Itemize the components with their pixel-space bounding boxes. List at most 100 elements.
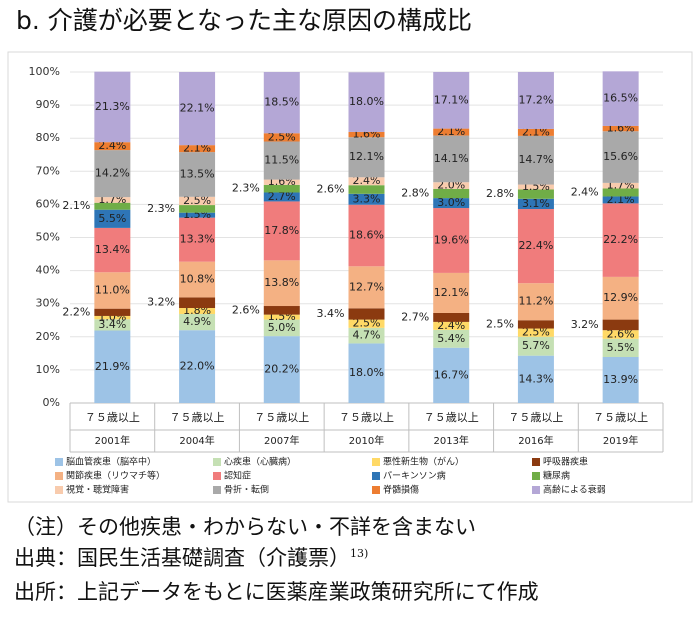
value-label: 3.2%: [571, 318, 599, 331]
bar-segment: [433, 188, 470, 199]
bar-segment: [348, 319, 385, 328]
value-label: 4.9%: [183, 315, 211, 328]
source: 出典：国民生活基礎調査（介護票）: [14, 546, 350, 570]
value-label: 18.0%: [349, 95, 384, 108]
value-label: 2.2%: [62, 305, 90, 318]
bar-segment: [348, 193, 385, 205]
bar-segment: [517, 283, 554, 321]
chart-frame: [7, 51, 693, 503]
value-label: 12.1%: [349, 150, 384, 163]
legend-label: 関節疾患（リウマチ等）: [66, 470, 165, 482]
bar-segment: [517, 128, 554, 136]
value-label: 2.7%: [401, 310, 429, 323]
age-label: ７５歳以上: [508, 411, 563, 424]
legend-label: 視覚・聴覚障害: [66, 484, 129, 496]
legend-label: 脳血管疾患（脳卒中）: [66, 456, 156, 468]
value-label: 21.3%: [95, 100, 130, 113]
value-label: 2.8%: [486, 187, 514, 200]
legend-swatch: [372, 472, 380, 480]
bar-segment: [433, 347, 470, 403]
value-label: 19.6%: [434, 233, 469, 246]
bar-segment: [517, 189, 554, 199]
bar-segment: [517, 184, 554, 190]
value-label: 22.1%: [180, 102, 215, 115]
value-label: 5.0%: [268, 321, 296, 334]
bar-segment: [602, 182, 639, 189]
bar-segment: [602, 338, 639, 357]
bar-segment: [94, 227, 131, 273]
value-label: 2.5%: [522, 326, 550, 339]
value-label: 2.5%: [268, 130, 296, 143]
legend-label: 悪性新生物（がん）: [383, 456, 464, 468]
bar-segment: [517, 72, 554, 129]
y-tick-label: 30%: [36, 297, 60, 310]
legend-swatch: [532, 486, 540, 494]
age-label: ７５歳以上: [593, 411, 648, 424]
age-label: ７５歳以上: [170, 411, 225, 424]
bar-segment: [348, 308, 385, 320]
value-label: 3.4%: [317, 307, 345, 320]
legend-swatch: [372, 486, 380, 494]
value-label: 3.3%: [353, 192, 381, 205]
bar-segment: [433, 272, 470, 313]
bar-segment: [602, 125, 639, 132]
age-label: ７５歳以上: [254, 411, 309, 424]
value-label: 2.4%: [571, 185, 599, 198]
bar-segment: [263, 179, 300, 185]
value-label: 2.4%: [98, 139, 126, 152]
bar-segment: [348, 131, 385, 138]
value-label: 2.3%: [232, 182, 260, 195]
bar-segment: [433, 198, 470, 209]
bar-segment: [94, 202, 131, 210]
bar-segment: [602, 319, 639, 331]
value-label: 2.4%: [353, 174, 381, 187]
bar-segment: [348, 72, 385, 132]
bar-segment: [179, 72, 216, 146]
bar-segment: [348, 185, 385, 194]
bar-segment: [94, 197, 131, 203]
legend-label: 骨折・転倒: [224, 484, 269, 496]
bar-segment: [263, 192, 300, 202]
bar-segment: [263, 319, 300, 337]
legend-swatch: [532, 458, 540, 466]
value-label: 14.3%: [518, 372, 553, 385]
bar-segment: [179, 313, 216, 331]
bar-segment: [433, 182, 470, 189]
bar-segment: [94, 319, 131, 331]
bar-segment: [602, 131, 639, 183]
bar-segment: [433, 312, 470, 322]
chart-title: b. 介護が必要となった主な原因の構成比: [16, 6, 472, 35]
x-tick-label: 2016年: [518, 434, 553, 447]
legend-label: パーキンソン病: [383, 470, 446, 482]
y-tick-label: 40%: [36, 264, 60, 277]
value-label: 2.1%: [62, 199, 90, 212]
legend-swatch: [532, 472, 540, 480]
bar-segment: [179, 205, 216, 213]
bar-segment: [517, 336, 554, 356]
legend-label: 糖尿病: [543, 470, 570, 482]
value-label: 3.4%: [98, 318, 126, 331]
bar-segment: [94, 150, 131, 198]
value-label: 18.6%: [349, 229, 384, 242]
bar-segment: [94, 272, 131, 309]
value-label: 20.2%: [264, 363, 299, 376]
bar-segment: [94, 142, 131, 151]
value-label: 13.3%: [180, 233, 215, 246]
x-tick-label: 2001年: [95, 434, 130, 447]
bar-segment: [94, 71, 131, 143]
value-label: 21.9%: [95, 360, 130, 373]
value-label: 12.7%: [349, 280, 384, 293]
legend-swatch: [55, 458, 63, 466]
bar-segment: [263, 260, 300, 307]
value-label: 5.5%: [98, 212, 126, 225]
value-label: 13.4%: [95, 243, 130, 256]
y-tick-label: 80%: [36, 131, 60, 144]
value-label: 17.2%: [518, 93, 553, 106]
bar-segment: [602, 71, 639, 126]
bar-segment: [179, 261, 216, 298]
legend-label: 呼吸器疾患: [543, 456, 588, 468]
x-tick-label: 2004年: [179, 434, 214, 447]
value-label: 2.6%: [317, 183, 345, 196]
bar-segment: [263, 72, 300, 134]
